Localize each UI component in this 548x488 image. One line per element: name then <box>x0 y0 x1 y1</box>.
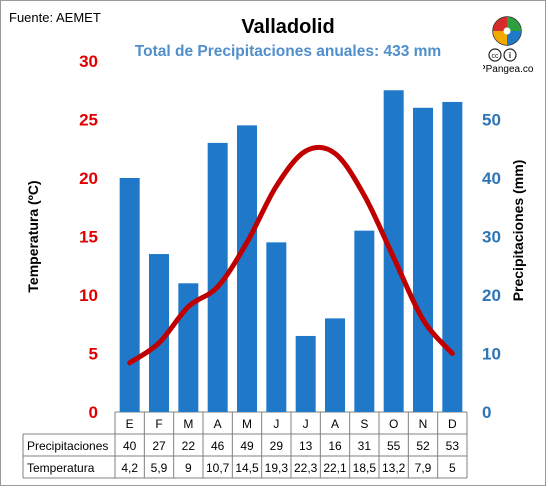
precipitation-value: 29 <box>270 439 284 453</box>
temperature-value: 4,2 <box>121 461 138 475</box>
month-label: A <box>214 417 222 431</box>
left-axis-title: Temperatura (ºC) <box>25 180 41 292</box>
data-table: E F M A M J J A S O N D Precipitaciones Temperatura 40… <box>22 412 468 479</box>
precipitation-value: 40 <box>123 439 137 453</box>
left-tick-label: 25 <box>79 111 98 130</box>
precipitation-value: 52 <box>416 439 430 453</box>
precipitation-bar <box>237 125 257 412</box>
precipitation-bar <box>295 335 316 412</box>
month-label: J <box>273 417 279 431</box>
precipitation-value: 16 <box>328 439 342 453</box>
month-label: D <box>448 417 457 431</box>
precipitation-value: 22 <box>182 439 196 453</box>
precipitation-bar <box>442 101 463 412</box>
precipitation-value: 49 <box>240 439 254 453</box>
right-tick-label: 0 <box>482 403 491 422</box>
left-tick-label: 0 <box>89 403 98 422</box>
temperature-value: 18,5 <box>353 461 377 475</box>
temperature-value: 10,7 <box>206 461 230 475</box>
precipitation-value: 27 <box>152 439 166 453</box>
temperature-value: 5,9 <box>151 461 168 475</box>
left-tick-label: 20 <box>79 169 98 188</box>
row-header-temperature: Temperatura <box>27 461 95 475</box>
right-tick-label: 10 <box>482 345 501 364</box>
month-label: A <box>331 417 339 431</box>
right-tick-label: 50 <box>482 111 501 130</box>
source-label: Fuente: AEMET <box>9 10 101 25</box>
precipitation-value: 53 <box>446 439 460 453</box>
left-tick-label: 15 <box>79 228 98 247</box>
cc-icon-label: cc <box>492 53 500 60</box>
precipitation-bar <box>149 254 169 412</box>
precipitation-value: 55 <box>387 439 401 453</box>
right-tick-label: 40 <box>482 169 501 188</box>
right-axis-title: Precipitaciones (mm) <box>510 160 526 302</box>
month-label: N <box>419 417 428 431</box>
month-label: E <box>126 417 134 431</box>
right-tick-label: 30 <box>482 228 501 247</box>
precipitation-bar <box>354 230 375 412</box>
precipitation-bars <box>119 90 463 413</box>
month-label: S <box>360 417 368 431</box>
precipitation-bar <box>413 107 433 413</box>
month-label: O <box>389 417 398 431</box>
temperature-value: 22,3 <box>294 461 318 475</box>
axes: 0 5 10 15 20 25 30 0 10 20 30 40 50 Temperatura (ºC) P… <box>25 52 526 422</box>
month-label: F <box>155 417 162 431</box>
precipitation-bar <box>207 142 228 412</box>
temperature-value: 14,5 <box>235 461 259 475</box>
right-tick-label: 20 <box>482 286 501 305</box>
appangea-logo: cc i APPangea.com <box>472 15 542 80</box>
brand-site-label: APPangea.com <box>483 64 533 75</box>
precipitation-value: 13 <box>299 439 313 453</box>
temperature-value: 9 <box>185 461 192 475</box>
precipitation-bar <box>325 318 345 412</box>
month-label: M <box>183 417 193 431</box>
row-header-precipitation: Precipitaciones <box>27 439 108 453</box>
temperature-line-layer <box>127 144 455 366</box>
chart-subtitle: Total de Precipitaciones anuales: 433 mm <box>135 43 441 60</box>
temperature-value: 19,3 <box>265 461 289 475</box>
temperature-value: 7,9 <box>415 461 432 475</box>
month-label: J <box>303 417 309 431</box>
left-tick-label: 5 <box>89 345 98 364</box>
month-label: M <box>242 417 252 431</box>
chart-title: Valladolid <box>241 16 334 38</box>
temperature-value: 22,1 <box>323 461 347 475</box>
cc-icon <box>488 48 502 62</box>
precipitation-value: 31 <box>358 439 372 453</box>
left-tick-label: 30 <box>79 52 98 71</box>
precipitation-value: 46 <box>211 439 225 453</box>
temperature-value: 13,2 <box>382 461 406 475</box>
attribution-icon <box>503 48 517 62</box>
puzzle-logo-icon: cc i APPangea.com <box>472 16 542 75</box>
temperature-value: 5 <box>449 461 456 475</box>
precipitation-bar <box>119 178 140 412</box>
precipitation-bar <box>383 90 404 412</box>
temperature-line <box>127 144 455 366</box>
left-tick-label: 10 <box>79 286 98 305</box>
precipitation-bar <box>266 242 287 412</box>
attribution-icon-label: i <box>509 51 511 60</box>
